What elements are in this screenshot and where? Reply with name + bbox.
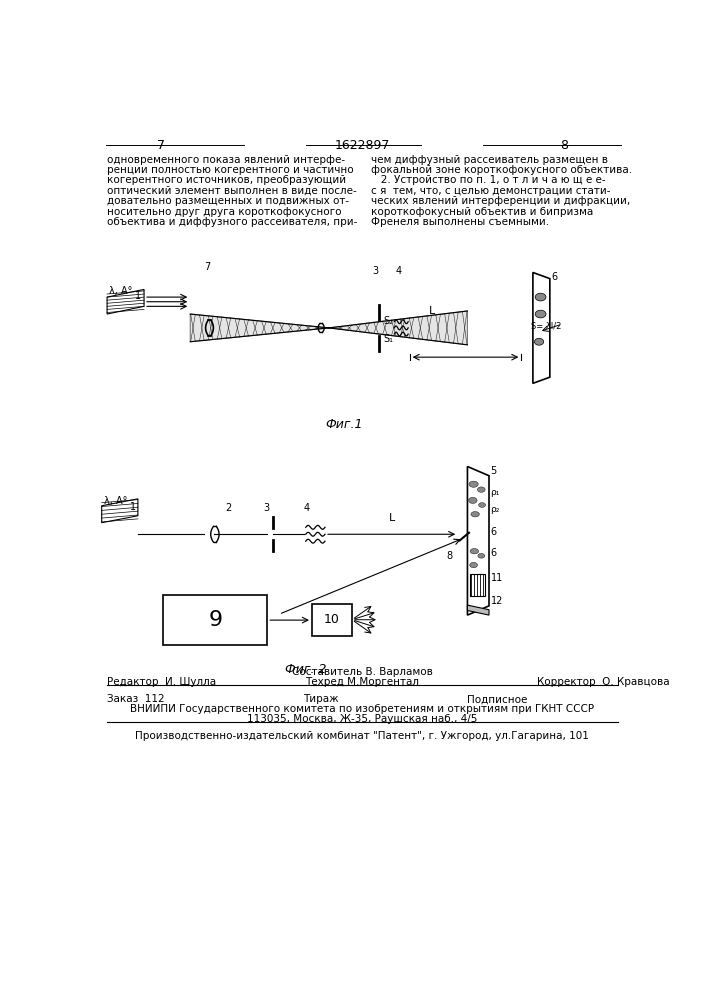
Polygon shape: [533, 272, 550, 383]
Text: Корректор  О. Кравцова: Корректор О. Кравцова: [537, 677, 670, 687]
Ellipse shape: [535, 310, 546, 318]
Text: Составитель В. Варламов: Составитель В. Варламов: [291, 667, 433, 677]
Text: ρ₁: ρ₁: [491, 488, 500, 497]
Ellipse shape: [535, 293, 546, 301]
Text: λ, A°: λ, A°: [110, 286, 133, 296]
Text: с я  тем, что, с целью демонстрации стати-: с я тем, что, с целью демонстрации стати…: [371, 186, 611, 196]
Text: S₁: S₁: [383, 334, 394, 344]
Text: ческих явлений интерференции и дифракции,: ческих явлений интерференции и дифракции…: [371, 196, 631, 206]
Text: фокальной зоне короткофокусного объектива.: фокальной зоне короткофокусного объектив…: [371, 165, 632, 175]
Polygon shape: [329, 311, 467, 345]
Text: оптический элемент выполнен в виде после-: оптический элемент выполнен в виде после…: [107, 186, 357, 196]
Text: 4: 4: [396, 266, 402, 276]
FancyBboxPatch shape: [469, 574, 485, 596]
Text: 2. Устройство по п. 1, о т л и ч а ю щ е е-: 2. Устройство по п. 1, о т л и ч а ю щ е…: [371, 175, 606, 185]
Text: 7: 7: [204, 262, 211, 272]
Text: Производственно-издательский комбинат "Патент", г. Ужгород, ул.Гагарина, 101: Производственно-издательский комбинат "П…: [135, 731, 589, 741]
Text: 1: 1: [135, 291, 141, 301]
Text: 12: 12: [491, 596, 503, 606]
Text: чем диффузный рассеиватель размещен в: чем диффузный рассеиватель размещен в: [371, 155, 608, 165]
Text: 8: 8: [446, 551, 452, 561]
Polygon shape: [467, 605, 489, 615]
Text: Заказ  112: Заказ 112: [107, 694, 165, 704]
Text: 9: 9: [208, 610, 222, 630]
Ellipse shape: [534, 338, 544, 345]
Text: 3: 3: [264, 503, 269, 513]
Text: L: L: [389, 513, 395, 523]
Text: Техред М.Моргентал: Техред М.Моргентал: [305, 677, 419, 687]
Text: 6: 6: [551, 272, 558, 282]
Text: Тираж: Тираж: [303, 694, 339, 704]
Polygon shape: [107, 289, 144, 314]
Text: 8: 8: [560, 139, 568, 152]
Ellipse shape: [470, 549, 479, 554]
Text: Подписное: Подписное: [467, 694, 528, 704]
Ellipse shape: [478, 554, 485, 558]
Ellipse shape: [471, 512, 479, 517]
Text: 1622897: 1622897: [334, 139, 390, 152]
Text: 6: 6: [491, 548, 496, 558]
Text: одновременного показа явлений интерфе-: одновременного показа явлений интерфе-: [107, 155, 345, 165]
Polygon shape: [467, 466, 489, 615]
Ellipse shape: [477, 487, 485, 492]
Text: объектива и диффузного рассеивателя, при-: объектива и диффузного рассеивателя, при…: [107, 217, 358, 227]
Polygon shape: [102, 499, 138, 523]
Text: Редактор  И. Шулла: Редактор И. Шулла: [107, 677, 216, 687]
FancyBboxPatch shape: [312, 604, 352, 636]
Text: Фиг. 2: Фиг. 2: [285, 663, 327, 676]
Text: 6: 6: [491, 527, 496, 537]
Text: L: L: [429, 306, 436, 316]
Text: носительно друг друга короткофокусного: носительно друг друга короткофокусного: [107, 207, 341, 217]
Text: Фиг.1: Фиг.1: [325, 418, 363, 431]
Text: довательно размещенных и подвижных от-: довательно размещенных и подвижных от-: [107, 196, 349, 206]
Text: S= λl/2: S= λl/2: [532, 322, 562, 331]
Text: 4: 4: [303, 503, 310, 513]
Text: 2: 2: [225, 503, 231, 513]
Text: ренции полностью когерентного и частично: ренции полностью когерентного и частично: [107, 165, 354, 175]
Text: S₂: S₂: [383, 316, 394, 326]
FancyBboxPatch shape: [163, 595, 267, 645]
Text: 1: 1: [130, 502, 136, 512]
Text: 7: 7: [157, 139, 165, 152]
Text: Френеля выполнены съемными.: Френеля выполнены съемными.: [371, 217, 549, 227]
Text: λ, A°: λ, A°: [104, 496, 127, 506]
Text: когерентного источников, преобразующий: когерентного источников, преобразующий: [107, 175, 346, 185]
Ellipse shape: [469, 481, 478, 487]
Text: 11: 11: [491, 573, 503, 583]
Polygon shape: [190, 314, 329, 342]
Text: короткофокусный объектив и бипризма: короткофокусный объектив и бипризма: [371, 207, 593, 217]
Text: ВНИИПИ Государственного комитета по изобретениям и открытиям при ГКНТ СССР: ВНИИПИ Государственного комитета по изоб…: [130, 704, 594, 714]
Ellipse shape: [469, 497, 477, 503]
Text: ρ₂: ρ₂: [491, 505, 500, 514]
Text: 3: 3: [373, 266, 379, 276]
Ellipse shape: [469, 562, 477, 568]
Text: 10: 10: [324, 613, 340, 626]
Ellipse shape: [479, 503, 486, 507]
Text: 113035, Москва, Ж-35, Раушская наб., 4/5: 113035, Москва, Ж-35, Раушская наб., 4/5: [247, 714, 477, 724]
Text: 5: 5: [491, 466, 497, 477]
